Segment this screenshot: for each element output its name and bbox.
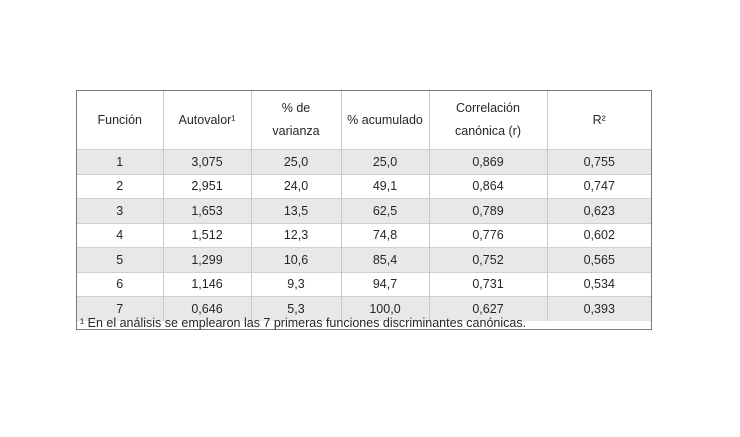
cell-r2: 0,393 bbox=[546, 296, 651, 321]
cell-funcion: 2 bbox=[77, 173, 163, 199]
cell-autovalor: 3,075 bbox=[162, 149, 251, 174]
header-funcion-label: Función bbox=[97, 112, 142, 127]
cell-correlacion: 0,752 bbox=[428, 247, 547, 272]
cell-varianza: 12,3 bbox=[250, 222, 341, 248]
table-body: 1 3,075 25,0 25,0 0,869 0,755 2 2,951 24,0 49,1 0,… bbox=[77, 149, 651, 321]
cell-r2: 0,602 bbox=[546, 222, 651, 248]
cell-correlacion: 0,776 bbox=[428, 222, 547, 248]
table-row: 3 1,653 13,5 62,5 0,789 0,623 bbox=[77, 198, 651, 223]
cell-autovalor: 1,653 bbox=[162, 198, 251, 223]
cell-acumulado: 49,1 bbox=[340, 173, 429, 199]
header-autovalor-label: Autovalor¹ bbox=[178, 112, 236, 127]
cell-varianza: 9,3 bbox=[250, 271, 341, 297]
table-footnote: ¹ En el análisis se emplearon las 7 prim… bbox=[80, 316, 527, 330]
cell-r2: 0,534 bbox=[546, 271, 651, 297]
header-funcion: Función bbox=[77, 91, 163, 150]
eigenvalue-table-container: Función Autovalor¹ % de varianza % acumul… bbox=[76, 90, 652, 330]
cell-acumulado: 62,5 bbox=[340, 198, 429, 223]
header-row: Función Autovalor¹ % de varianza % acumul… bbox=[77, 91, 651, 150]
cell-acumulado: 100,0 bbox=[340, 296, 429, 321]
cell-autovalor: 0,646 bbox=[162, 296, 251, 321]
header-correlacion: Correlación canónica (r) bbox=[428, 91, 547, 150]
cell-autovalor: 1,512 bbox=[162, 222, 251, 248]
header-r2-label: R² bbox=[592, 112, 606, 127]
header-correlacion-line2: canónica (r) bbox=[455, 124, 521, 138]
header-varianza-line2: varianza bbox=[272, 124, 320, 138]
cell-autovalor: 1,299 bbox=[162, 247, 251, 272]
cell-funcion: 7 bbox=[77, 296, 163, 321]
cell-varianza: 5,3 bbox=[250, 296, 341, 321]
cell-correlacion: 0,627 bbox=[428, 296, 547, 321]
cell-funcion: 5 bbox=[77, 247, 163, 272]
cell-r2: 0,755 bbox=[546, 149, 651, 174]
header-varianza-line1: % de bbox=[281, 101, 311, 115]
cell-r2: 0,747 bbox=[546, 173, 651, 199]
cell-varianza: 13,5 bbox=[250, 198, 341, 223]
header-correlacion-line1: Correlación bbox=[456, 101, 520, 115]
cell-autovalor: 2,951 bbox=[162, 173, 251, 199]
table-row: 5 1,299 10,6 85,4 0,752 0,565 bbox=[77, 247, 651, 272]
table-header: Función Autovalor¹ % de varianza % acumul… bbox=[77, 91, 651, 150]
table-row: 4 1,512 12,3 74,8 0,776 0,602 bbox=[77, 222, 651, 248]
header-autovalor: Autovalor¹ bbox=[162, 91, 251, 150]
cell-acumulado: 74,8 bbox=[340, 222, 429, 248]
eigenvalue-table: Función Autovalor¹ % de varianza % acumul… bbox=[77, 91, 651, 321]
header-acumulado-label: % acumulado bbox=[347, 112, 423, 127]
header-acumulado: % acumulado bbox=[340, 91, 429, 150]
header-varianza: % de varianza bbox=[250, 91, 341, 150]
cell-r2: 0,565 bbox=[546, 247, 651, 272]
cell-acumulado: 85,4 bbox=[340, 247, 429, 272]
cell-varianza: 24,0 bbox=[250, 173, 341, 199]
cell-funcion: 1 bbox=[77, 149, 163, 174]
table-row: 1 3,075 25,0 25,0 0,869 0,755 bbox=[77, 149, 651, 174]
cell-funcion: 4 bbox=[77, 222, 163, 248]
cell-correlacion: 0,869 bbox=[428, 149, 547, 174]
cell-acumulado: 25,0 bbox=[340, 149, 429, 174]
cell-correlacion: 0,864 bbox=[428, 173, 547, 199]
cell-correlacion: 0,731 bbox=[428, 271, 547, 297]
cell-r2: 0,623 bbox=[546, 198, 651, 223]
cell-autovalor: 1,146 bbox=[162, 271, 251, 297]
cell-varianza: 25,0 bbox=[250, 149, 341, 174]
table-row: 6 1,146 9,3 94,7 0,731 0,534 bbox=[77, 271, 651, 297]
cell-funcion: 6 bbox=[77, 271, 163, 297]
cell-varianza: 10,6 bbox=[250, 247, 341, 272]
cell-funcion: 3 bbox=[77, 198, 163, 223]
table-row: 2 2,951 24,0 49,1 0,864 0,747 bbox=[77, 173, 651, 199]
header-r2: R² bbox=[546, 91, 651, 150]
cell-correlacion: 0,789 bbox=[428, 198, 547, 223]
cell-acumulado: 94,7 bbox=[340, 271, 429, 297]
table-row: 7 0,646 5,3 100,0 0,627 0,393 bbox=[77, 296, 651, 321]
